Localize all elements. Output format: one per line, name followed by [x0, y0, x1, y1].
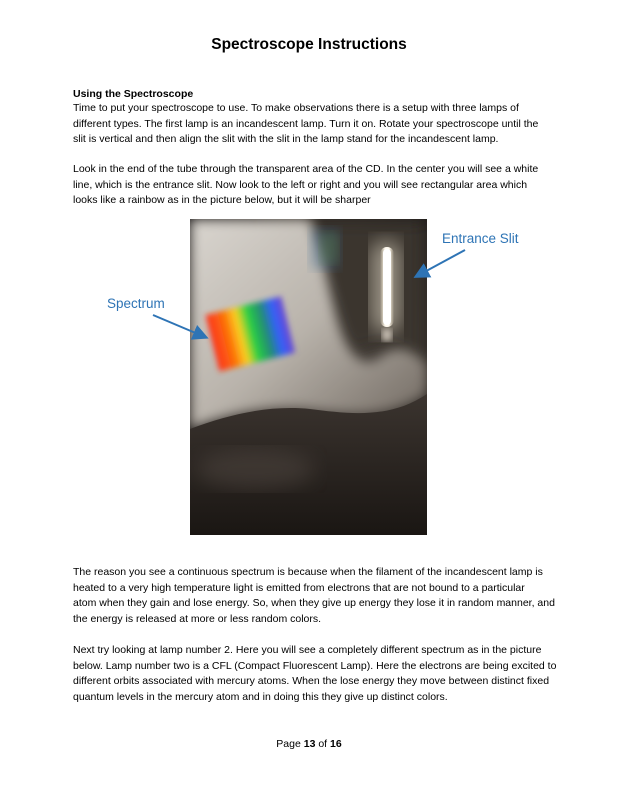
paragraph-line: below. Lamp number two is a CFL (Compact… — [73, 659, 557, 672]
paragraph-line: Time to put your spectroscope to use. To… — [73, 102, 519, 114]
paragraph-line: line, which is the entrance slit. Now lo… — [73, 178, 528, 191]
footer-page-word: Page — [276, 738, 301, 750]
page-footer: Page 13 of 16 — [0, 738, 618, 750]
entrance-slit-callout-label: Entrance Slit — [442, 231, 519, 246]
paragraph-line: Next try looking at lamp number 2. Here … — [73, 644, 542, 656]
paragraph-continuous-spectrum: The reason you see a continuous spectrum… — [73, 565, 555, 627]
paragraph-line: looks like a rainbow as in the picture b… — [73, 194, 371, 206]
spectrum-callout-label: Spectrum — [107, 296, 165, 311]
footer-of-word: of — [318, 738, 328, 750]
paragraph-line: quantum levels in the mercury atom and i… — [73, 690, 448, 703]
paragraph-line: slit is vertical and then align the slit… — [73, 133, 499, 145]
paragraph-line: Look in the end of the tube through the … — [73, 163, 539, 175]
paragraph-line: the energy is released at more or less r… — [73, 612, 322, 625]
paragraph-line: heated to a very high temperature light … — [73, 581, 525, 594]
section-heading: Using the Spectroscope — [73, 88, 194, 100]
paragraph-line: atom when they gain and lose energy. So,… — [73, 597, 555, 609]
spectroscope-photo — [190, 219, 427, 535]
paragraph-line: different orbits associated with mercury… — [73, 675, 550, 687]
paragraph-line: The reason you see a continuous spectrum… — [73, 566, 543, 578]
footer-total-pages: 16 — [330, 738, 342, 750]
spectrum-photo-illustration — [190, 219, 427, 535]
paragraph-look-through: Look in the end of the tube through the … — [73, 162, 553, 209]
paragraph-lamp-two: Next try looking at lamp number 2. Here … — [73, 643, 557, 705]
paragraph-intro: Time to put your spectroscope to use. To… — [73, 101, 553, 148]
footer-page-number: 13 — [303, 738, 316, 750]
page-title: Spectroscope Instructions — [211, 36, 407, 53]
paragraph-line: different types. The first lamp is an in… — [73, 117, 539, 130]
